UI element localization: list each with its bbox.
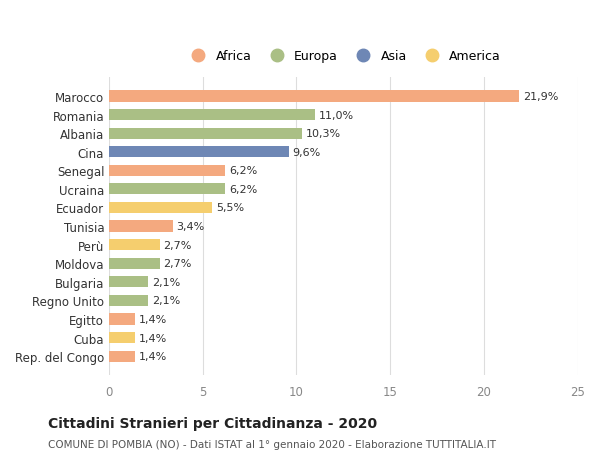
Bar [109,258,160,269]
Legend: Africa, Europa, Asia, America: Africa, Europa, Asia, America [181,45,506,68]
Bar [109,128,302,140]
Text: 2,7%: 2,7% [163,240,192,250]
Text: 2,1%: 2,1% [152,277,181,287]
Bar [109,277,148,288]
Text: 2,7%: 2,7% [163,258,192,269]
Bar [109,351,136,362]
Bar [109,165,225,176]
Bar [109,147,289,158]
Text: 9,6%: 9,6% [293,147,321,157]
Text: COMUNE DI POMBIA (NO) - Dati ISTAT al 1° gennaio 2020 - Elaborazione TUTTITALIA.: COMUNE DI POMBIA (NO) - Dati ISTAT al 1°… [48,440,496,449]
Text: 5,5%: 5,5% [216,203,244,213]
Text: 6,2%: 6,2% [229,166,257,176]
Bar [109,332,136,343]
Text: 3,4%: 3,4% [176,222,205,231]
Text: 2,1%: 2,1% [152,296,181,306]
Bar [109,240,160,251]
Text: 10,3%: 10,3% [306,129,341,139]
Text: 1,4%: 1,4% [139,333,167,343]
Bar [109,91,520,102]
Bar [109,184,225,195]
Text: Cittadini Stranieri per Cittadinanza - 2020: Cittadini Stranieri per Cittadinanza - 2… [48,416,377,430]
Text: 1,4%: 1,4% [139,314,167,324]
Text: 6,2%: 6,2% [229,185,257,195]
Text: 1,4%: 1,4% [139,352,167,361]
Bar [109,202,212,213]
Text: 21,9%: 21,9% [523,92,559,102]
Text: 11,0%: 11,0% [319,110,354,120]
Bar [109,221,173,232]
Bar [109,313,136,325]
Bar [109,110,315,121]
Bar [109,295,148,306]
